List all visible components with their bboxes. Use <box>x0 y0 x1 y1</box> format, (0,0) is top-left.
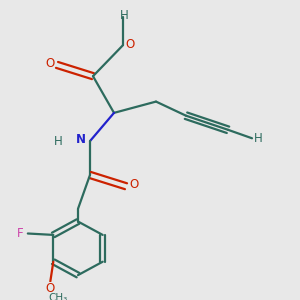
Text: H: H <box>119 9 128 22</box>
Text: O: O <box>45 57 54 70</box>
Text: O: O <box>126 38 135 51</box>
Text: H: H <box>254 132 262 145</box>
Text: CH₃: CH₃ <box>48 293 68 300</box>
Text: F: F <box>17 227 24 240</box>
Text: O: O <box>129 178 138 191</box>
Text: H: H <box>54 135 63 148</box>
Text: O: O <box>46 282 55 295</box>
Text: N: N <box>76 133 86 146</box>
